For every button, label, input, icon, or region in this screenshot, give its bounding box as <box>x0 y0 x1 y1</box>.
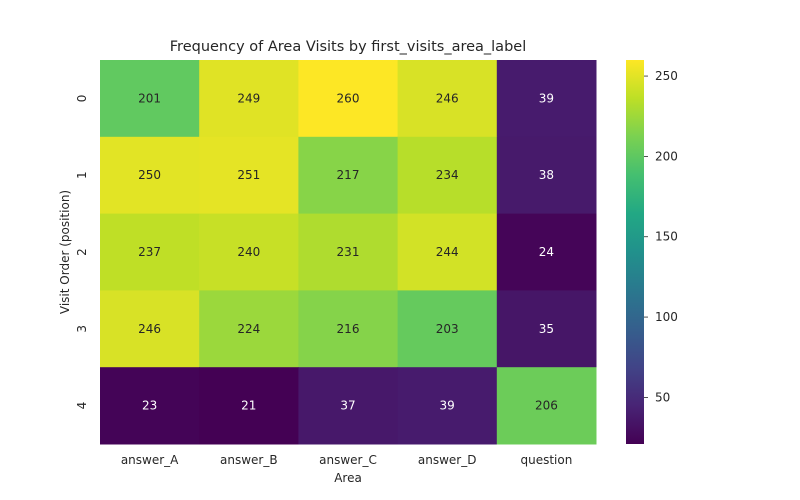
heatmap-cell <box>199 60 299 138</box>
cell-value-label: 231 <box>337 245 360 259</box>
x-tick-label: answer_D <box>418 453 477 467</box>
heatmap-cell <box>100 60 200 138</box>
heatmap-cell <box>397 367 498 445</box>
heatmap-cell <box>199 367 299 445</box>
colorbar-tick-label: 100 <box>655 310 678 324</box>
colorbar-tick-label: 50 <box>655 390 670 404</box>
y-tick-label: 0 <box>75 95 89 103</box>
y-tick-label: 2 <box>75 248 89 256</box>
colorbar-ticks: 50 100 150 200 250 <box>644 69 678 404</box>
x-tick-label: answer_A <box>121 453 179 467</box>
y-tick-labels: 0 1 2 3 4 <box>75 95 89 410</box>
chart-title: Frequency of Area Visits by first_visits… <box>170 39 526 55</box>
cell-value-label: 216 <box>337 322 360 336</box>
heatmap-cell <box>496 290 597 368</box>
x-axis-label: Area <box>334 471 362 485</box>
x-tick-label: question <box>520 453 572 467</box>
heatmap-cell <box>298 136 399 215</box>
cell-value-label: 203 <box>436 322 459 336</box>
heatmap-cell <box>100 290 200 368</box>
cell-value-label: 39 <box>539 91 554 105</box>
heatmap-cell <box>298 60 399 138</box>
colorbar <box>626 60 644 444</box>
cell-value-label: 234 <box>436 168 459 182</box>
heatmap-cell <box>100 367 200 445</box>
heatmap-cell <box>199 290 299 368</box>
heatmap-cell <box>496 367 597 445</box>
cell-value-label: 206 <box>535 399 558 413</box>
cell-value-label: 246 <box>138 322 161 336</box>
cell-value-label: 21 <box>241 399 256 413</box>
cell-value-label: 201 <box>138 91 161 105</box>
heatmap-cell <box>100 213 200 291</box>
cell-value-label: 251 <box>237 168 260 182</box>
heatmap-cell <box>496 60 597 138</box>
y-tick-label: 3 <box>75 325 89 333</box>
cell-value-label: 224 <box>237 322 260 336</box>
y-tick-label: 4 <box>75 402 89 410</box>
heatmap-cell <box>199 136 299 215</box>
cell-value-label: 237 <box>138 245 161 259</box>
cell-value-label: 37 <box>340 399 355 413</box>
heatmap-cell <box>496 213 597 291</box>
colorbar-tick-label: 250 <box>655 69 678 83</box>
cell-value-label: 24 <box>539 245 554 259</box>
x-tick-labels: answer_A answer_B answer_C answer_D question <box>121 453 573 467</box>
cell-value-label: 23 <box>142 399 157 413</box>
cell-value-label: 250 <box>138 168 161 182</box>
cell-value-label: 217 <box>337 168 360 182</box>
x-tick-label: answer_C <box>319 453 377 467</box>
colorbar-tick-label: 200 <box>655 149 678 163</box>
heatmap-cell <box>496 136 597 215</box>
heatmap-cell <box>298 367 399 445</box>
colorbar-tick-label: 150 <box>655 230 678 244</box>
y-tick-label: 1 <box>75 171 89 179</box>
heatmap-cell <box>298 290 399 368</box>
heatmap-cell <box>298 213 399 291</box>
heatmap-cell <box>397 290 498 368</box>
heatmap-cell <box>199 213 299 291</box>
cell-value-label: 249 <box>237 91 260 105</box>
heatmap-cell <box>397 136 498 215</box>
cell-value-label: 260 <box>337 91 360 105</box>
heatmap-cell <box>397 213 498 291</box>
heatmap-cells: 201 249 260 246 39 250 251 217 234 38 237 240 231 244… <box>100 60 597 445</box>
cell-value-label: 35 <box>539 322 554 336</box>
heatmap-cell <box>397 60 498 138</box>
heatmap-cell <box>100 136 200 215</box>
cell-value-label: 244 <box>436 245 459 259</box>
cell-value-label: 246 <box>436 91 459 105</box>
cell-value-label: 240 <box>237 245 260 259</box>
cell-value-label: 39 <box>440 399 455 413</box>
cell-value-label: 38 <box>539 168 554 182</box>
y-axis-label: Visit Order (position) <box>58 190 72 314</box>
x-tick-label: answer_B <box>220 453 278 467</box>
